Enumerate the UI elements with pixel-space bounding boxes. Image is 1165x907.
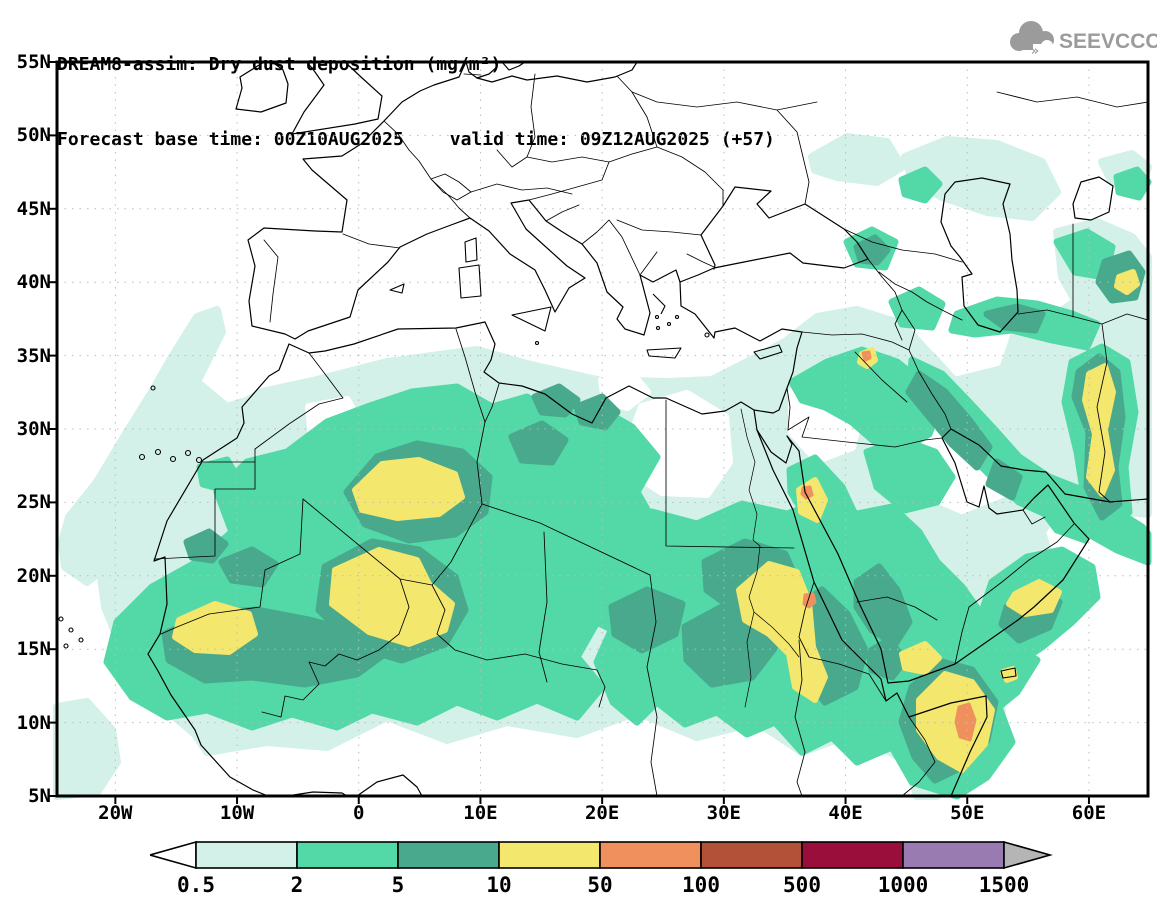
lat-label: 35N (16, 344, 51, 367)
legend-cell (599, 841, 702, 869)
legend-value: 50 (587, 873, 612, 897)
lat-label: 30N (16, 418, 51, 440)
legend-cell (397, 841, 500, 869)
legend-cell (700, 841, 803, 869)
lat-label: 15N (16, 638, 51, 661)
lat-label: 50N (16, 124, 51, 147)
lat-label: 25N (16, 491, 51, 514)
legend-cell (195, 841, 298, 869)
lon-label: 0 (353, 802, 365, 824)
lat-label: 40N (16, 271, 51, 294)
lon-label: 20E (584, 802, 620, 824)
forecast-base-time: Forecast base time: 00Z10AUG2025 (57, 129, 404, 150)
map-canvas (49, 60, 1152, 804)
legend-cell (801, 841, 904, 869)
legend-colorbar: 0.5 2 5 10 50 100 500 1000 1500 (150, 840, 1053, 897)
islands (58, 237, 1017, 679)
legend-value: 5 (392, 873, 405, 897)
logo-text: SEEVCCC (1059, 30, 1157, 53)
title-line-1: DREAM8-assim: Dry dust deposition (mg/m²… (57, 54, 502, 75)
lat-label: 5N (28, 785, 51, 807)
legend-arrow (1003, 840, 1053, 870)
legend-cell (902, 841, 1005, 869)
svg-text:»: » (1031, 44, 1039, 59)
map-frame (55, 60, 1150, 798)
legend-value: 0.5 (177, 873, 215, 897)
lon-label: 10E (463, 802, 498, 824)
lat-label: 45N (16, 197, 51, 220)
lon-label: 30E (706, 802, 741, 824)
lat-label: 10N (16, 711, 51, 734)
legend-value: 1000 (878, 873, 929, 897)
lon-label: 40E (828, 802, 863, 824)
title-line-2: Forecast base time: 00Z10AUG2025 valid ti… (57, 127, 775, 152)
lon-label: 10W (219, 802, 255, 824)
legend-cell (498, 841, 601, 869)
seevccc-logo: » SEEVCCC (1010, 21, 1157, 59)
legend-value: 500 (783, 873, 821, 897)
cloud-icon: » (1010, 21, 1054, 59)
dust-layer-50-100 (800, 350, 977, 742)
lon-label: 60E (1071, 802, 1107, 824)
legend-cell (296, 841, 399, 869)
legend-value: 1500 (979, 873, 1030, 897)
lon-label: 50E (950, 802, 985, 824)
lon-label: 20W (98, 802, 133, 824)
valid-time: valid time: 09Z12AUG2025 (+57) (449, 129, 775, 150)
legend-value: 2 (291, 873, 304, 897)
lat-label: 20N (16, 564, 51, 587)
legend-value: 100 (682, 873, 720, 897)
lat-label: 55N (16, 51, 51, 73)
legend-arrow (150, 840, 197, 870)
country-borders (153, 73, 1149, 797)
map-area: 55N 50N 45N 40N 35N 30N 25N 20N 15N 10N 5N 20W 10W 0… (17, 51, 1152, 824)
title-block: DREAM8-assim: Dry dust deposition (mg/m²… (57, 2, 775, 177)
legend-value: 10 (486, 873, 511, 897)
